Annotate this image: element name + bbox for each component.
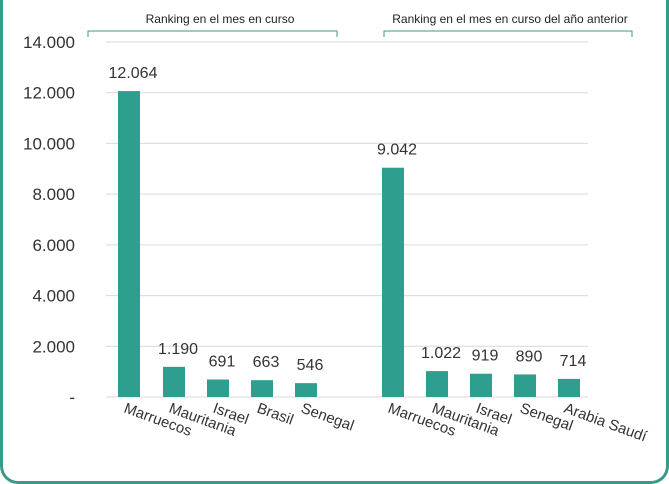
y-tick-label: 14.000 bbox=[23, 33, 75, 52]
y-tick-label: - bbox=[69, 388, 75, 407]
category-label: Arabia Saudí bbox=[562, 400, 650, 446]
bar bbox=[382, 167, 404, 397]
y-tick-label: 2.000 bbox=[32, 337, 75, 356]
category-label: Senegal bbox=[299, 400, 357, 435]
bar bbox=[163, 366, 185, 397]
y-tick-label: 6.000 bbox=[32, 236, 75, 255]
bar bbox=[558, 378, 580, 397]
group-label: Ranking en el mes en curso del año anter… bbox=[392, 12, 627, 26]
bar bbox=[514, 374, 536, 397]
bar bbox=[470, 373, 492, 397]
category-label: Brasil bbox=[255, 400, 296, 429]
y-tick-label: 12.000 bbox=[23, 84, 75, 103]
data-label: 1.022 bbox=[421, 345, 461, 362]
data-label: 9.042 bbox=[377, 142, 417, 159]
bar bbox=[207, 379, 229, 397]
data-label: 546 bbox=[297, 357, 324, 374]
group-label: Ranking en el mes en curso bbox=[146, 12, 295, 26]
bar bbox=[251, 380, 273, 397]
y-tick-label: 8.000 bbox=[32, 185, 75, 204]
data-label: 12.064 bbox=[109, 65, 158, 82]
data-label: 663 bbox=[253, 354, 280, 371]
bar bbox=[426, 371, 448, 397]
data-label: 919 bbox=[472, 348, 499, 365]
data-label: 714 bbox=[560, 353, 587, 370]
group-bracket bbox=[383, 30, 633, 37]
data-label: 691 bbox=[209, 353, 236, 370]
group-bracket bbox=[87, 30, 338, 37]
data-label: 1.190 bbox=[158, 341, 198, 358]
data-label: 890 bbox=[516, 348, 543, 365]
bar bbox=[118, 91, 140, 397]
y-tick-label: 4.000 bbox=[32, 287, 75, 306]
bar bbox=[295, 383, 317, 397]
y-tick-label: 10.000 bbox=[23, 134, 75, 153]
